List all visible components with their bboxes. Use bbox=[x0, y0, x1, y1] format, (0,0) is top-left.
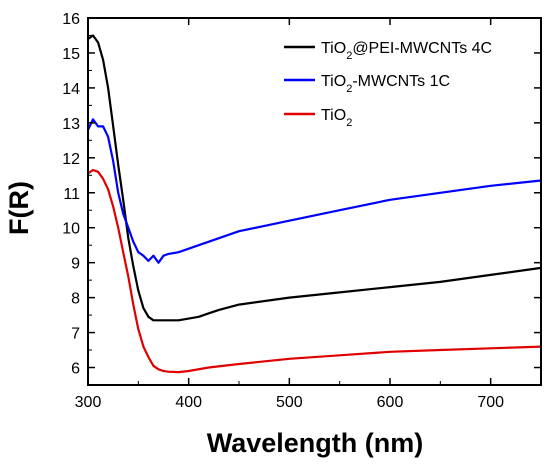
x-tick-label: 700 bbox=[477, 394, 504, 411]
y-tick-label: 15 bbox=[62, 46, 80, 63]
legend: TiO2@PEI-MWCNTs 4C TiO2-MWCNTs 1C TiO2 bbox=[284, 40, 492, 129]
y-tick-label: 10 bbox=[62, 221, 80, 238]
series-line-1 bbox=[86, 34, 543, 322]
x-axis-title: Wavelength (nm) bbox=[207, 428, 424, 458]
x-tick-label: 500 bbox=[276, 394, 303, 411]
axes bbox=[87, 17, 542, 386]
y-tick-label: 11 bbox=[63, 186, 80, 203]
y-axis-title: F(R) bbox=[4, 181, 34, 235]
ticks: 300 400 500 600 700 6 7 8 9 10 11 12 13 14 15 16 bbox=[62, 11, 541, 411]
series-line-3 bbox=[86, 168, 543, 374]
x-tick-label: 600 bbox=[377, 394, 404, 411]
series-line-2 bbox=[86, 118, 543, 264]
series-layer bbox=[86, 34, 543, 374]
y-tick-label: 16 bbox=[62, 11, 80, 28]
y-tick-label: 8 bbox=[71, 291, 80, 308]
y-tick-label: 13 bbox=[62, 116, 80, 133]
legend-label-1: TiO2@PEI-MWCNTs 4C bbox=[321, 40, 492, 62]
plot-frame bbox=[87, 17, 542, 386]
x-tick-label: 300 bbox=[75, 394, 102, 411]
y-tick-label: 7 bbox=[71, 326, 80, 343]
y-tick-label: 12 bbox=[62, 151, 80, 168]
x-tick-label: 400 bbox=[175, 394, 202, 411]
legend-label-2: TiO2-MWCNTs 1C bbox=[321, 73, 450, 95]
y-tick-label: 14 bbox=[62, 81, 80, 98]
y-tick-label: 9 bbox=[71, 256, 80, 273]
legend-label-3: TiO2 bbox=[321, 107, 352, 129]
y-tick-label: 6 bbox=[71, 361, 80, 378]
